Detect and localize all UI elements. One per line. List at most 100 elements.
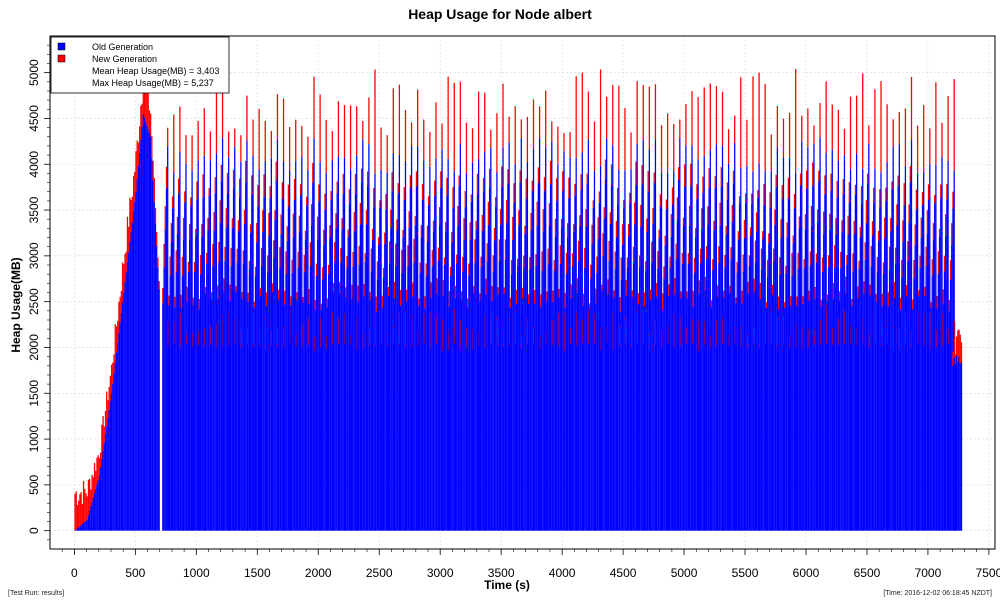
old-generation-bar [154, 223, 157, 531]
old-generation-bar [660, 173, 663, 531]
new-generation-bar [198, 299, 201, 310]
new-generation-bar [554, 218, 557, 237]
new-generation-bar [329, 225, 331, 239]
old-generation-bar [321, 278, 324, 531]
old-generation-bar [903, 204, 905, 531]
new-generation-bar [904, 108, 907, 167]
old-generation-bar [599, 165, 602, 531]
old-generation-bar [86, 519, 88, 531]
new-generation-bar [669, 256, 671, 268]
new-generation-bar [396, 219, 398, 231]
old-generation-bar [715, 144, 718, 531]
old-generation-bar [184, 202, 186, 531]
old-generation-bar [666, 172, 669, 531]
old-generation-bar [687, 263, 690, 531]
old-generation-bar [691, 145, 693, 531]
new-generation-bar [336, 181, 338, 194]
old-generation-bar [287, 206, 290, 531]
old-generation-bar [835, 233, 837, 531]
old-generation-bar [697, 159, 699, 531]
y-tick-label: 3500 [27, 196, 41, 223]
new-generation-bar [596, 256, 598, 273]
new-generation-bar [620, 257, 622, 280]
new-generation-bar [353, 212, 355, 231]
new-generation-bar [792, 235, 794, 243]
old-generation-bar [208, 195, 210, 531]
new-generation-bar [679, 119, 681, 138]
new-generation-bar [552, 290, 554, 302]
new-generation-bar [510, 259, 513, 275]
new-generation-bar [777, 296, 780, 310]
new-generation-bar [606, 96, 608, 139]
new-generation-bar [462, 257, 464, 272]
new-generation-bar [295, 119, 297, 161]
old-generation-bar [938, 236, 941, 531]
new-generation-bar [957, 330, 959, 362]
new-generation-bar [901, 260, 903, 278]
new-generation-bar [958, 329, 960, 357]
new-generation-bar [920, 217, 922, 238]
new-generation-bar [156, 231, 158, 246]
old-generation-bar [768, 243, 770, 531]
old-generation-bar [332, 292, 335, 531]
new-generation-bar [676, 197, 679, 221]
footer-test-run: [Test Run: results] [8, 590, 65, 597]
old-generation-bar [446, 195, 448, 531]
new-generation-bar [916, 125, 919, 174]
new-generation-bar [232, 169, 235, 189]
new-generation-bar [812, 162, 814, 187]
old-generation-bar [571, 266, 574, 531]
old-generation-bar [788, 157, 791, 531]
old-generation-bar [617, 204, 619, 531]
new-generation-bar [473, 286, 475, 294]
new-generation-bar [721, 91, 724, 146]
new-generation-bar [360, 168, 363, 183]
old-generation-bar [531, 190, 533, 531]
old-generation-bar [132, 211, 135, 531]
old-generation-bar [581, 152, 583, 531]
old-generation-bar [120, 312, 123, 531]
new-generation-bar [181, 256, 183, 276]
new-generation-bar [931, 259, 933, 276]
old-generation-bar [831, 149, 833, 531]
legend-label-new-generation: New Generation [92, 54, 157, 64]
old-generation-bar [774, 224, 776, 531]
new-generation-bar [636, 81, 638, 144]
new-generation-bar [108, 386, 110, 410]
old-generation-bar [871, 235, 874, 531]
new-generation-bar [445, 222, 447, 232]
old-generation-bar [866, 183, 869, 531]
new-generation-bar [647, 171, 649, 192]
old-generation-bar [649, 299, 652, 531]
new-generation-bar [543, 177, 546, 191]
new-generation-bar [515, 290, 518, 305]
new-generation-bar [463, 218, 465, 241]
old-generation-bar [790, 305, 792, 531]
new-generation-bar [563, 133, 565, 152]
new-generation-bar [501, 166, 503, 187]
old-generation-bar [286, 241, 288, 531]
new-generation-bar [126, 216, 129, 263]
old-generation-bar [756, 231, 758, 531]
old-generation-bar [334, 261, 336, 531]
old-generation-bar [745, 202, 747, 531]
new-generation-bar [423, 119, 425, 161]
new-generation-bar [945, 214, 947, 236]
old-generation-bar [837, 160, 839, 531]
old-generation-bar [360, 182, 363, 531]
old-generation-bar [162, 302, 164, 531]
old-generation-bar [842, 194, 844, 531]
old-generation-bar [125, 272, 127, 531]
old-generation-bar [619, 311, 621, 531]
old-generation-bar [912, 309, 914, 531]
new-generation-bar [470, 194, 472, 202]
new-generation-bar [420, 224, 422, 237]
new-generation-bar [632, 246, 635, 263]
new-generation-bar [101, 424, 103, 460]
new-generation-bar [367, 171, 369, 186]
new-generation-bar [296, 292, 298, 301]
old-generation-bar [559, 264, 561, 531]
old-generation-bar [329, 238, 331, 531]
new-generation-bar [648, 86, 650, 150]
old-generation-bar [882, 273, 885, 531]
